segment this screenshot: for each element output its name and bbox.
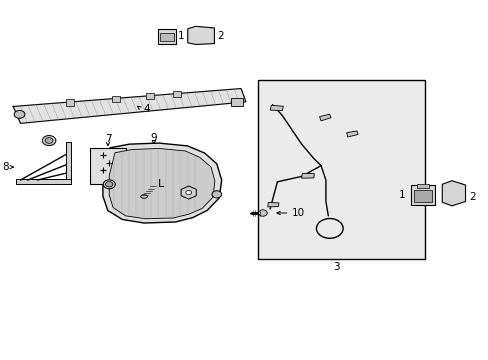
Polygon shape bbox=[267, 203, 278, 207]
Ellipse shape bbox=[258, 210, 267, 216]
Text: 1: 1 bbox=[177, 31, 184, 41]
Bar bbox=[413, 190, 431, 202]
Ellipse shape bbox=[45, 138, 53, 143]
Polygon shape bbox=[319, 114, 330, 121]
Ellipse shape bbox=[103, 180, 115, 189]
Bar bbox=[65, 142, 71, 184]
Bar bbox=[410, 185, 434, 205]
Text: 6: 6 bbox=[165, 188, 171, 198]
Polygon shape bbox=[441, 181, 465, 206]
Bar bbox=[112, 95, 120, 102]
Ellipse shape bbox=[42, 135, 56, 145]
Text: 2: 2 bbox=[468, 192, 474, 202]
Bar bbox=[90, 148, 126, 184]
Bar bbox=[157, 29, 176, 44]
Bar bbox=[16, 179, 71, 184]
Bar bbox=[173, 91, 181, 97]
Polygon shape bbox=[109, 148, 214, 219]
Bar bbox=[146, 93, 154, 99]
Text: 7: 7 bbox=[104, 134, 111, 144]
Text: 4: 4 bbox=[143, 104, 149, 114]
Polygon shape bbox=[102, 143, 221, 223]
Bar bbox=[66, 99, 74, 105]
Text: 5: 5 bbox=[120, 185, 127, 195]
Text: 8: 8 bbox=[2, 162, 8, 172]
Polygon shape bbox=[187, 26, 214, 44]
Polygon shape bbox=[346, 131, 357, 137]
Bar bbox=[416, 184, 428, 188]
Ellipse shape bbox=[141, 195, 147, 198]
Bar bbox=[160, 33, 174, 41]
Text: 1: 1 bbox=[399, 190, 405, 201]
Bar bbox=[258, 80, 425, 259]
Text: 9: 9 bbox=[150, 133, 157, 143]
Polygon shape bbox=[181, 186, 196, 199]
Polygon shape bbox=[269, 105, 283, 111]
Text: 3: 3 bbox=[333, 262, 340, 272]
Bar bbox=[231, 98, 243, 107]
Text: L: L bbox=[158, 179, 164, 189]
Polygon shape bbox=[301, 173, 314, 178]
Text: 10: 10 bbox=[291, 208, 305, 218]
Text: 2: 2 bbox=[216, 31, 223, 41]
Ellipse shape bbox=[185, 190, 191, 195]
Ellipse shape bbox=[212, 191, 221, 198]
Ellipse shape bbox=[105, 181, 113, 187]
Polygon shape bbox=[13, 89, 245, 123]
Ellipse shape bbox=[14, 111, 25, 118]
